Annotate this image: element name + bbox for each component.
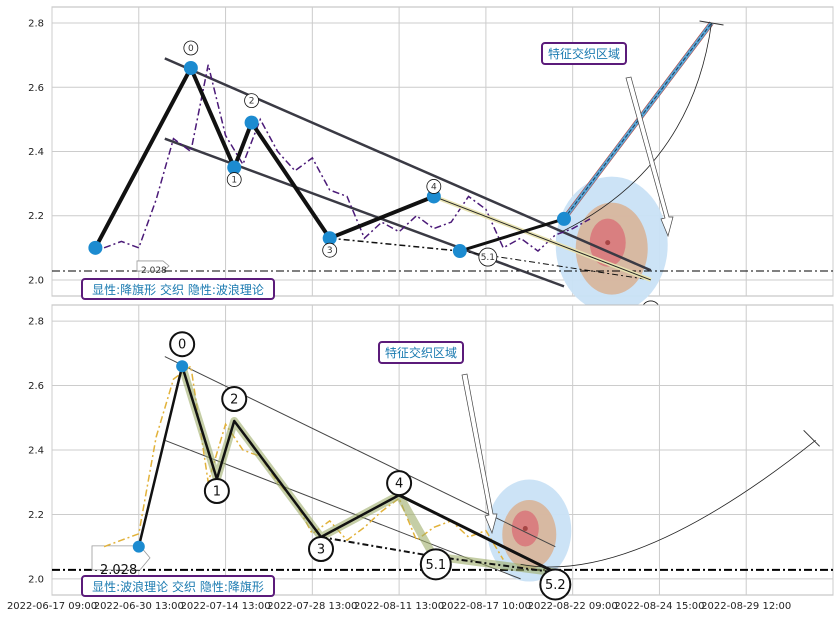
- wave-path: [137, 364, 400, 547]
- wave-label-circle: [322, 242, 338, 258]
- wave-marker: [244, 115, 259, 130]
- wave-label-circle: [203, 478, 230, 504]
- wave-path: [93, 66, 435, 249]
- y-tick-label: 2.4: [28, 446, 44, 457]
- wave-marker: [227, 160, 242, 175]
- wave-label: 0: [178, 338, 186, 353]
- wave-label: 1: [213, 485, 221, 500]
- wave-label-circle: [539, 568, 572, 601]
- projection-arc: [561, 23, 712, 233]
- wave-label: 3: [317, 543, 325, 558]
- wave-label: 4: [431, 182, 437, 192]
- x-tick-label: 2022-06-17 09:00: [7, 601, 97, 612]
- wave-5-1-to-5-2: [433, 555, 556, 574]
- x-tick-label: 2022-08-24 15:00: [614, 601, 704, 612]
- panel-bottom: 2.0 2.2 2.4 2.6 2.8 2022-06-17 09:002022-06-3…: [7, 304, 834, 612]
- wave-label: 5.1: [425, 558, 446, 573]
- wave-label: 2: [230, 393, 238, 408]
- wave-label: 1: [231, 176, 237, 186]
- x-tick-label: 2022-08-17 10:00: [441, 601, 531, 612]
- wave-label: 4: [395, 477, 403, 492]
- wave-label: 3: [327, 246, 333, 256]
- wave-marker: [556, 211, 571, 226]
- x-tick-label: 2022-07-28 13:00: [267, 601, 357, 612]
- zone-label-box: [541, 42, 627, 65]
- zone-center: [605, 240, 611, 246]
- wave-label: 0: [188, 44, 194, 54]
- channel-upper-line: [164, 57, 652, 272]
- wave-label-circle: [386, 470, 413, 497]
- y-tick-label: 2.4: [28, 147, 44, 158]
- y-tick-label: 2.8: [28, 19, 44, 30]
- wave-label-circle: [244, 93, 259, 108]
- zone-label: 特征交织区域: [548, 46, 620, 61]
- wave-marker: [176, 360, 189, 373]
- y-tick-label: 2.2: [28, 211, 44, 222]
- y-tick-label: 2.6: [28, 381, 44, 392]
- wave-label-circle: [226, 172, 242, 187]
- pattern-annotation-box: [81, 278, 275, 300]
- zone-center: [522, 526, 528, 532]
- reference-label-box: [91, 545, 151, 571]
- reference-label: 2.028: [141, 266, 167, 276]
- reference-label-box: [136, 260, 170, 272]
- wave-label-circle: [308, 536, 335, 562]
- projection-end-tick: [803, 429, 820, 447]
- wave-label-circle: [426, 179, 442, 194]
- wave-label: 5.2: [545, 578, 566, 593]
- zone-label-box: [378, 341, 464, 364]
- x-tick-label: 2022-08-11 13:00: [354, 601, 444, 612]
- pattern-annotation: 显性:降旗形 交织 隐性:波浪理论: [92, 282, 264, 297]
- wave-5-1-dashed: [320, 536, 434, 558]
- pattern-annotation: 显性:波浪理论 交织 隐性:降旗形: [92, 579, 264, 594]
- wave-label-circle: [478, 247, 498, 267]
- wave-label: 2: [249, 97, 255, 107]
- wave-label-circle: [183, 40, 199, 56]
- panel-top: 2.02.22.42.62.82.028012345.15.2特征交织区域显性:…: [28, 6, 834, 320]
- x-tick-label: 2022-08-22 09:00: [528, 601, 618, 612]
- y-tick-label: 2.0: [28, 574, 44, 585]
- price-series-line: [103, 64, 591, 253]
- y-tick-label: 2.6: [28, 83, 44, 94]
- y-tick-label: 2.2: [28, 510, 44, 521]
- wave-4-to-5-2: [398, 493, 556, 574]
- wave-marker: [322, 231, 337, 246]
- wave-marker: [88, 240, 103, 255]
- wave-marker: [183, 61, 198, 76]
- zone-arrow: [625, 76, 674, 238]
- y-tick-label: 2.8: [28, 317, 44, 328]
- wave-label-circle: [419, 548, 452, 581]
- wave-label-circle: [221, 386, 248, 412]
- projection-end-tick: [699, 20, 724, 26]
- x-tick-label: 2022-06-30 13:00: [94, 601, 184, 612]
- zone-label: 特征交织区域: [385, 345, 457, 360]
- wave-5-1-to-breakout: [459, 217, 565, 253]
- x-tick-label: 2022-08-29 12:00: [701, 601, 791, 612]
- x-tick-label: 2022-07-14 13:00: [180, 601, 270, 612]
- wave-label-circle: [169, 331, 196, 358]
- projection-arc: [520, 440, 816, 568]
- pattern-annotation-box: [81, 575, 275, 597]
- wave-5-1-dashed: [329, 237, 460, 252]
- zone-arrow: [461, 373, 498, 535]
- wave-4-to-5-2: [433, 195, 651, 281]
- reference-label: 2.028: [100, 563, 137, 578]
- wave-label: 5.1: [481, 253, 495, 263]
- y-tick-label: 2.0: [28, 275, 44, 286]
- wave-marker: [452, 244, 467, 259]
- wave-marker: [132, 540, 145, 553]
